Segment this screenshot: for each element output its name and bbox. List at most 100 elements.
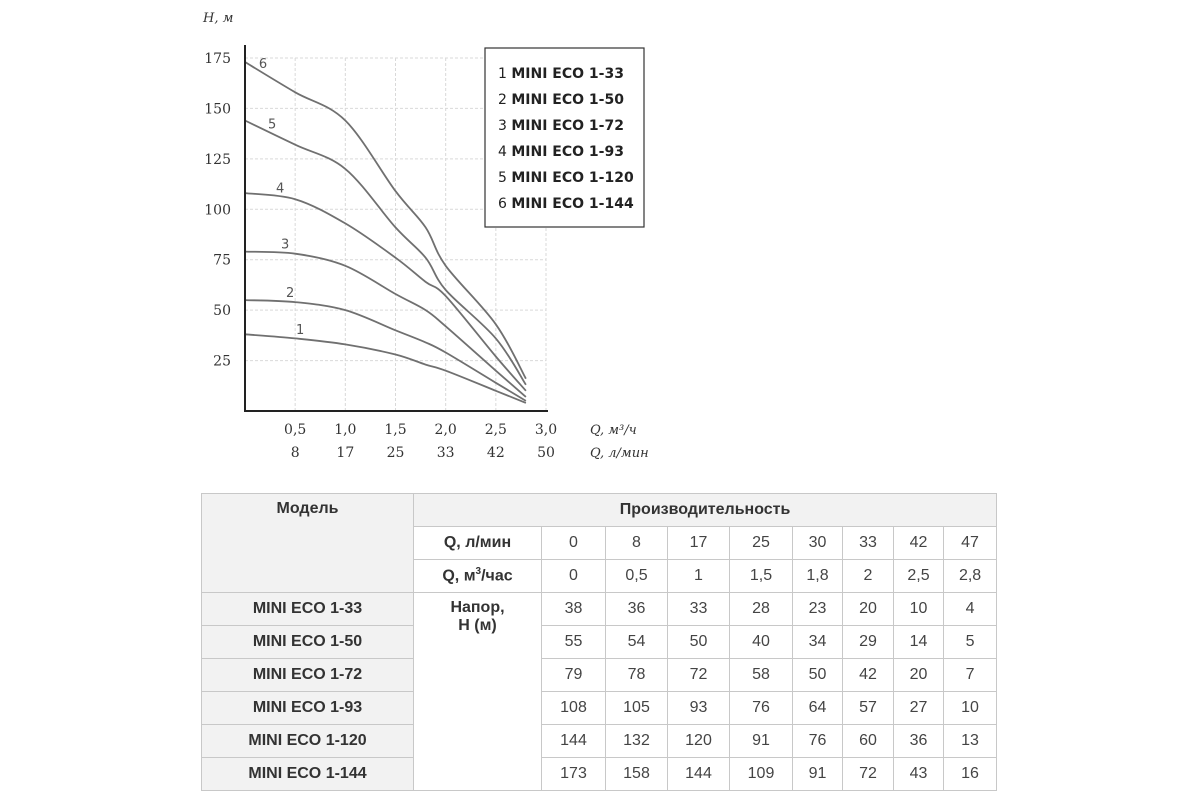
- head-value: 60: [842, 724, 894, 758]
- y-tick-label: 25: [213, 354, 231, 370]
- head-value: 36: [893, 724, 944, 758]
- x-tick-label-secondary: 50: [537, 445, 555, 461]
- head-value: 28: [729, 592, 793, 626]
- curve-label-2: 2: [286, 286, 294, 301]
- model-name: MINI ECO 1-72: [201, 658, 414, 692]
- table-row: MINI ECO 1-144 173 158 144 109 91 72 43 16: [201, 757, 998, 791]
- head-value: 29: [842, 625, 894, 659]
- head-value: 38: [541, 592, 606, 626]
- q-m3-value: 0: [541, 559, 606, 593]
- head-value: 20: [842, 592, 894, 626]
- legend-item: 6 MINI ECO 1-144: [498, 196, 634, 212]
- x-axis-label-secondary: Q, л/мин: [590, 446, 649, 461]
- curve-label-6: 6: [259, 57, 267, 72]
- head-value: 7: [942, 658, 998, 692]
- head-value: 10: [893, 592, 944, 626]
- curve-label-1: 1: [296, 323, 304, 338]
- model-name: MINI ECO 1-33: [201, 592, 414, 626]
- q-lmin-label: Q, л/мин: [413, 526, 542, 560]
- x-tick-label-secondary: 25: [387, 445, 405, 461]
- head-value: 50: [792, 658, 843, 692]
- y-tick-label: 75: [213, 253, 231, 269]
- curve-label-5: 5: [268, 118, 276, 133]
- table-row: MINI ECO 1-33 Напор, Н (м) 38 36 33 28 23 20 10 4: [201, 592, 998, 791]
- y-tick-label: 175: [204, 51, 231, 67]
- y-tick-label: 150: [204, 101, 231, 117]
- y-tick-label: 125: [204, 152, 231, 168]
- head-value: 13: [942, 724, 998, 758]
- performance-table: Модель Производительность Q, л/мин 0 8 17 2…: [201, 493, 998, 791]
- head-value: 55: [541, 625, 606, 659]
- chart-ticks: 2550751001251501750,581,0171,5252,0332,5…: [204, 51, 557, 461]
- head-value: 76: [792, 724, 843, 758]
- head-value: 50: [667, 625, 730, 659]
- model-name: MINI ECO 1-144: [201, 757, 414, 791]
- head-value: 93: [667, 691, 730, 725]
- q-m3-value: 2,8: [942, 559, 998, 593]
- q-lmin-value: 17: [667, 526, 730, 560]
- head-label: Напор, Н (м): [413, 592, 542, 791]
- head-value: 72: [667, 658, 730, 692]
- chart-legend: 1 MINI ECO 1-33 2 MINI ECO 1-50 3 MINI ECO…: [484, 47, 645, 228]
- curve-label-4: 4: [276, 181, 284, 196]
- curve-5: [244, 119, 527, 386]
- q-lmin-value: 25: [729, 526, 793, 560]
- head-value: 132: [605, 724, 668, 758]
- performance-chart: 1 2 3 4 5 6 25 50 75 100 125 150 175 0,5 8 1,0 17 1,5 25 2…: [202, 11, 649, 461]
- head-value: 54: [605, 625, 668, 659]
- legend-item: 4 MINI ECO 1-93: [498, 144, 624, 160]
- head-value: 72: [842, 757, 894, 791]
- curve-6: [244, 61, 527, 380]
- legend-item: 1 MINI ECO 1-33: [498, 66, 624, 82]
- legend-item: 5 MINI ECO 1-120: [498, 170, 634, 186]
- y-axis-label: H, м: [202, 11, 233, 26]
- head-value: 76: [729, 691, 793, 725]
- head-value: 158: [605, 757, 668, 791]
- head-value: 64: [792, 691, 843, 725]
- head-value: 144: [541, 724, 606, 758]
- q-m3-value: 1,8: [792, 559, 843, 593]
- model-name: MINI ECO 1-120: [201, 724, 414, 758]
- x-tick-label: 1,5: [384, 422, 406, 438]
- table-row: MINI ECO 1-50 55 54 50 40 34 29 14 5: [201, 625, 998, 659]
- q-lmin-value: 30: [792, 526, 843, 560]
- q-lmin-value: 42: [893, 526, 944, 560]
- legend-box: [484, 47, 645, 228]
- head-value: 5: [942, 625, 998, 659]
- head-value: 16: [942, 757, 998, 791]
- x-tick-label-secondary: 33: [437, 445, 455, 461]
- head-value: 91: [792, 757, 843, 791]
- model-name: MINI ECO 1-50: [201, 625, 414, 659]
- head-value: 42: [842, 658, 894, 692]
- head-value: 108: [541, 691, 606, 725]
- q-lmin-value: 33: [842, 526, 894, 560]
- head-value: 34: [792, 625, 843, 659]
- y-tick-label: 100: [204, 202, 231, 218]
- x-axis-label: Q, м³/ч: [590, 423, 637, 438]
- head-value: 36: [605, 592, 668, 626]
- head-value: 10: [942, 691, 998, 725]
- q-m3-value: 1,5: [729, 559, 793, 593]
- x-tick-label: 0,5: [284, 422, 306, 438]
- curve-1: [244, 333, 527, 404]
- model-column-header: Модель: [201, 493, 414, 593]
- q-lmin-value: 8: [605, 526, 668, 560]
- q-m3-value: 2: [842, 559, 894, 593]
- curve-4: [244, 192, 527, 392]
- legend-item: 3 MINI ECO 1-72: [498, 118, 624, 134]
- head-value: 14: [893, 625, 944, 659]
- curve-3: [244, 250, 527, 398]
- table-row: MINI ECO 1-120 144 132 120 91 76 60 36 13: [201, 724, 998, 758]
- head-value: 33: [667, 592, 730, 626]
- q-lmin-value: 0: [541, 526, 606, 560]
- head-value: 40: [729, 625, 793, 659]
- table-row: MINI ECO 1-72 79 78 72 58 50 42 20 7: [201, 658, 998, 692]
- x-tick-label-secondary: 8: [291, 445, 300, 461]
- legend-item: 2 MINI ECO 1-50: [498, 92, 624, 108]
- curve-2: [244, 299, 527, 402]
- q-m3-value: 1: [667, 559, 730, 593]
- x-tick-label: 2,0: [435, 422, 457, 438]
- q-m3-value: 2,5: [893, 559, 944, 593]
- q-m3-label: Q, м3/час: [413, 559, 542, 593]
- chart-curves: 1 2 3 4 5 6: [244, 57, 527, 404]
